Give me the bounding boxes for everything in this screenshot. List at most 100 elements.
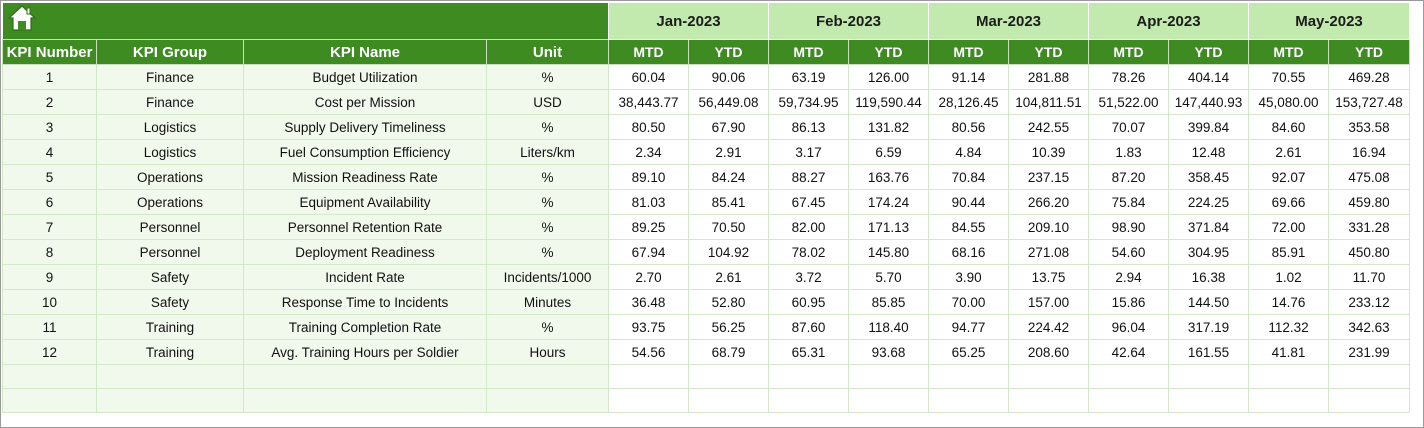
ytd-value-cell[interactable]: 56,449.08 (688, 89, 769, 115)
kpi-number-cell[interactable]: 9 (2, 264, 97, 290)
kpi-name-cell[interactable]: Budget Utilization (243, 64, 487, 90)
ytd-value-cell[interactable]: 104,811.51 (1008, 89, 1089, 115)
mtd-value-cell[interactable]: 67.94 (608, 239, 689, 265)
unit-cell[interactable]: % (486, 64, 609, 90)
mtd-value-cell[interactable]: 86.13 (768, 114, 849, 140)
ytd-value-cell[interactable]: 16.94 (1328, 139, 1410, 165)
ytd-value-cell[interactable]: 342.63 (1328, 314, 1410, 340)
ytd-value-cell[interactable]: 56.25 (688, 314, 769, 340)
mtd-value-cell[interactable]: 70.55 (1248, 64, 1329, 90)
mtd-value-cell[interactable]: 45,080.00 (1248, 89, 1329, 115)
ytd-value-cell[interactable]: 163.76 (848, 164, 929, 190)
empty-cell[interactable] (1248, 364, 1329, 389)
ytd-value-cell[interactable]: 271.08 (1008, 239, 1089, 265)
ytd-value-cell[interactable]: 469.28 (1328, 64, 1410, 90)
unit-cell[interactable]: Minutes (486, 289, 609, 315)
empty-cell[interactable] (1008, 388, 1089, 413)
unit-cell[interactable]: USD (486, 89, 609, 115)
ytd-value-cell[interactable]: 209.10 (1008, 214, 1089, 240)
mtd-value-cell[interactable]: 3.72 (768, 264, 849, 290)
ytd-value-cell[interactable]: 13.75 (1008, 264, 1089, 290)
ytd-value-cell[interactable]: 450.80 (1328, 239, 1410, 265)
kpi-number-cell[interactable]: 8 (2, 239, 97, 265)
empty-cell[interactable] (486, 364, 609, 389)
unit-cell[interactable]: % (486, 114, 609, 140)
ytd-value-cell[interactable]: 404.14 (1168, 64, 1249, 90)
mtd-value-cell[interactable]: 92.07 (1248, 164, 1329, 190)
unit-cell[interactable]: % (486, 164, 609, 190)
mtd-value-cell[interactable]: 80.50 (608, 114, 689, 140)
mtd-value-cell[interactable]: 72.00 (1248, 214, 1329, 240)
ytd-value-cell[interactable]: 304.95 (1168, 239, 1249, 265)
kpi-group-cell[interactable]: Operations (96, 189, 244, 215)
ytd-value-cell[interactable]: 266.20 (1008, 189, 1089, 215)
kpi-number-cell[interactable]: 7 (2, 214, 97, 240)
ytd-value-cell[interactable]: 231.99 (1328, 339, 1410, 365)
kpi-number-cell[interactable]: 5 (2, 164, 97, 190)
mtd-value-cell[interactable]: 70.84 (928, 164, 1009, 190)
mtd-value-cell[interactable]: 59,734.95 (768, 89, 849, 115)
kpi-name-cell[interactable]: Mission Readiness Rate (243, 164, 487, 190)
mtd-value-cell[interactable]: 88.27 (768, 164, 849, 190)
ytd-value-cell[interactable]: 171.13 (848, 214, 929, 240)
empty-cell[interactable] (768, 388, 849, 413)
kpi-group-cell[interactable]: Logistics (96, 114, 244, 140)
mtd-value-cell[interactable]: 93.75 (608, 314, 689, 340)
empty-cell[interactable] (688, 388, 769, 413)
mtd-value-cell[interactable]: 89.10 (608, 164, 689, 190)
mtd-value-cell[interactable]: 1.02 (1248, 264, 1329, 290)
unit-cell[interactable]: % (486, 189, 609, 215)
empty-cell[interactable] (848, 364, 929, 389)
kpi-group-cell[interactable]: Training (96, 314, 244, 340)
empty-cell[interactable] (243, 364, 487, 389)
ytd-value-cell[interactable]: 174.24 (848, 189, 929, 215)
ytd-value-cell[interactable]: 126.00 (848, 64, 929, 90)
mtd-value-cell[interactable]: 87.20 (1088, 164, 1169, 190)
kpi-name-cell[interactable]: Cost per Mission (243, 89, 487, 115)
ytd-value-cell[interactable]: 10.39 (1008, 139, 1089, 165)
empty-cell[interactable] (848, 388, 929, 413)
unit-cell[interactable]: Liters/km (486, 139, 609, 165)
mtd-value-cell[interactable]: 54.60 (1088, 239, 1169, 265)
ytd-value-cell[interactable]: 281.88 (1008, 64, 1089, 90)
mtd-value-cell[interactable]: 84.55 (928, 214, 1009, 240)
ytd-value-cell[interactable]: 2.91 (688, 139, 769, 165)
mtd-value-cell[interactable]: 98.90 (1088, 214, 1169, 240)
ytd-value-cell[interactable]: 459.80 (1328, 189, 1410, 215)
unit-cell[interactable]: Incidents/1000 (486, 264, 609, 290)
mtd-value-cell[interactable]: 54.56 (608, 339, 689, 365)
mtd-value-cell[interactable]: 63.19 (768, 64, 849, 90)
mtd-value-cell[interactable]: 42.64 (1088, 339, 1169, 365)
mtd-value-cell[interactable]: 2.70 (608, 264, 689, 290)
ytd-value-cell[interactable]: 52.80 (688, 289, 769, 315)
ytd-value-cell[interactable]: 119,590.44 (848, 89, 929, 115)
kpi-number-cell[interactable]: 1 (2, 64, 97, 90)
mtd-value-cell[interactable]: 78.26 (1088, 64, 1169, 90)
unit-cell[interactable]: % (486, 314, 609, 340)
mtd-value-cell[interactable]: 65.31 (768, 339, 849, 365)
empty-cell[interactable] (768, 364, 849, 389)
mtd-value-cell[interactable]: 85.91 (1248, 239, 1329, 265)
empty-cell[interactable] (96, 364, 244, 389)
unit-cell[interactable]: % (486, 239, 609, 265)
ytd-value-cell[interactable]: 144.50 (1168, 289, 1249, 315)
ytd-value-cell[interactable]: 131.82 (848, 114, 929, 140)
kpi-group-cell[interactable]: Finance (96, 64, 244, 90)
ytd-value-cell[interactable]: 104.92 (688, 239, 769, 265)
ytd-value-cell[interactable]: 70.50 (688, 214, 769, 240)
mtd-value-cell[interactable]: 38,443.77 (608, 89, 689, 115)
empty-cell[interactable] (2, 364, 97, 389)
ytd-value-cell[interactable]: 161.55 (1168, 339, 1249, 365)
ytd-value-cell[interactable]: 224.42 (1008, 314, 1089, 340)
ytd-value-cell[interactable]: 85.85 (848, 289, 929, 315)
ytd-value-cell[interactable]: 399.84 (1168, 114, 1249, 140)
mtd-value-cell[interactable]: 14.76 (1248, 289, 1329, 315)
ytd-value-cell[interactable]: 242.55 (1008, 114, 1089, 140)
ytd-value-cell[interactable]: 6.59 (848, 139, 929, 165)
empty-cell[interactable] (688, 364, 769, 389)
kpi-group-cell[interactable]: Training (96, 339, 244, 365)
kpi-number-cell[interactable]: 2 (2, 89, 97, 115)
empty-cell[interactable] (486, 388, 609, 413)
ytd-value-cell[interactable]: 12.48 (1168, 139, 1249, 165)
kpi-group-cell[interactable]: Finance (96, 89, 244, 115)
